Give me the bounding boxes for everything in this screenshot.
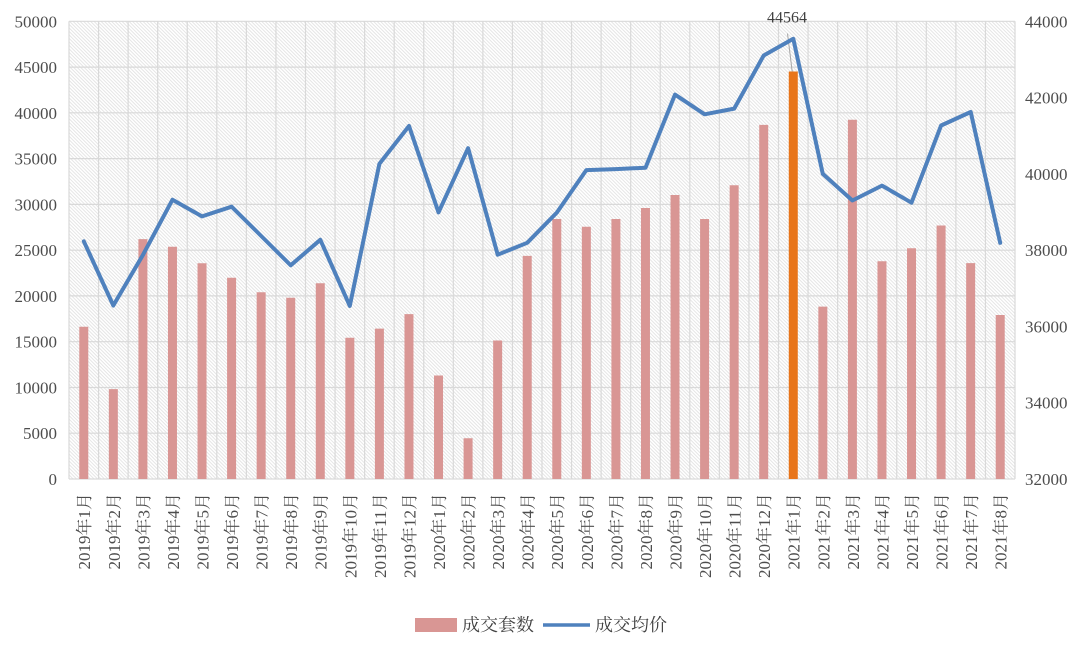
svg-text:2020: 2020 xyxy=(726,544,745,578)
svg-text:20000: 20000 xyxy=(15,287,58,306)
svg-text:2020: 2020 xyxy=(667,536,686,570)
svg-text:6: 6 xyxy=(933,510,952,519)
svg-text:2021: 2021 xyxy=(844,536,863,570)
svg-text:8: 8 xyxy=(992,510,1011,519)
svg-text:0: 0 xyxy=(49,470,58,489)
svg-text:2019: 2019 xyxy=(312,536,331,570)
svg-text:40000: 40000 xyxy=(1025,165,1068,184)
svg-text:8: 8 xyxy=(637,510,656,519)
svg-text:2021: 2021 xyxy=(992,536,1011,570)
svg-text:2021: 2021 xyxy=(962,536,981,570)
svg-text:5000: 5000 xyxy=(23,424,57,443)
svg-text:5: 5 xyxy=(903,510,922,519)
svg-text:4: 4 xyxy=(519,510,538,519)
svg-text:2019: 2019 xyxy=(341,544,360,578)
svg-text:2021: 2021 xyxy=(873,536,892,570)
svg-text:2019: 2019 xyxy=(105,536,124,570)
svg-text:34000: 34000 xyxy=(1025,394,1068,413)
svg-text:2019: 2019 xyxy=(400,544,419,578)
svg-text:2: 2 xyxy=(460,510,479,519)
svg-text:4: 4 xyxy=(164,510,183,519)
svg-text:2020: 2020 xyxy=(755,544,774,578)
svg-text:2020: 2020 xyxy=(519,536,538,570)
svg-text:5: 5 xyxy=(194,510,213,519)
svg-text:45000: 45000 xyxy=(15,58,58,77)
svg-text:2019: 2019 xyxy=(164,536,183,570)
svg-text:7: 7 xyxy=(962,510,981,519)
svg-text:2020: 2020 xyxy=(607,536,626,570)
svg-text:44564: 44564 xyxy=(767,10,807,27)
svg-text:2020: 2020 xyxy=(460,536,479,570)
svg-text:10000: 10000 xyxy=(15,379,58,398)
svg-text:2021: 2021 xyxy=(903,536,922,570)
svg-text:25000: 25000 xyxy=(15,241,58,260)
svg-text:50000: 50000 xyxy=(15,12,58,31)
svg-text:2020: 2020 xyxy=(430,536,449,570)
svg-text:2: 2 xyxy=(814,510,833,519)
svg-text:1: 1 xyxy=(75,510,94,519)
svg-text:2020: 2020 xyxy=(578,536,597,570)
svg-text:7: 7 xyxy=(607,510,626,519)
svg-text:11: 11 xyxy=(371,511,390,527)
svg-text:2019: 2019 xyxy=(75,536,94,570)
svg-text:2020: 2020 xyxy=(548,536,567,570)
svg-text:2019: 2019 xyxy=(371,544,390,578)
svg-text:2021: 2021 xyxy=(933,536,952,570)
svg-text:1: 1 xyxy=(785,510,804,519)
svg-text:2019: 2019 xyxy=(253,536,272,570)
svg-text:12: 12 xyxy=(755,510,774,527)
svg-text:3: 3 xyxy=(844,510,863,519)
svg-text:32000: 32000 xyxy=(1025,470,1068,489)
svg-text:5: 5 xyxy=(548,510,567,519)
svg-text:2021: 2021 xyxy=(814,536,833,570)
svg-text:42000: 42000 xyxy=(1025,89,1068,108)
svg-text:40000: 40000 xyxy=(15,104,58,123)
svg-text:2: 2 xyxy=(105,510,124,519)
svg-text:35000: 35000 xyxy=(15,150,58,169)
svg-text:9: 9 xyxy=(667,510,686,519)
svg-text:2019: 2019 xyxy=(194,536,213,570)
svg-text:2020: 2020 xyxy=(489,536,508,570)
svg-text:6: 6 xyxy=(223,510,242,519)
svg-text:2019: 2019 xyxy=(282,536,301,570)
svg-text:2019: 2019 xyxy=(223,536,242,570)
svg-text:12: 12 xyxy=(400,510,419,527)
svg-text:44000: 44000 xyxy=(1025,12,1068,31)
svg-text:15000: 15000 xyxy=(15,333,58,352)
svg-text:38000: 38000 xyxy=(1025,241,1068,260)
svg-text:4: 4 xyxy=(873,510,892,519)
svg-text:36000: 36000 xyxy=(1025,317,1068,336)
svg-text:3: 3 xyxy=(489,510,508,519)
svg-text:2020: 2020 xyxy=(696,544,715,578)
svg-text:8: 8 xyxy=(282,510,301,519)
svg-text:1: 1 xyxy=(430,510,449,519)
svg-text:2020: 2020 xyxy=(637,536,656,570)
svg-text:2019: 2019 xyxy=(134,536,153,570)
svg-text:11: 11 xyxy=(726,511,745,527)
svg-text:9: 9 xyxy=(312,510,331,519)
svg-text:7: 7 xyxy=(253,510,272,519)
svg-text:6: 6 xyxy=(578,510,597,519)
svg-text:3: 3 xyxy=(134,510,153,519)
svg-text:10: 10 xyxy=(696,510,715,527)
svg-text:10: 10 xyxy=(341,510,360,527)
svg-text:30000: 30000 xyxy=(15,195,58,214)
svg-text:2021: 2021 xyxy=(785,536,804,570)
